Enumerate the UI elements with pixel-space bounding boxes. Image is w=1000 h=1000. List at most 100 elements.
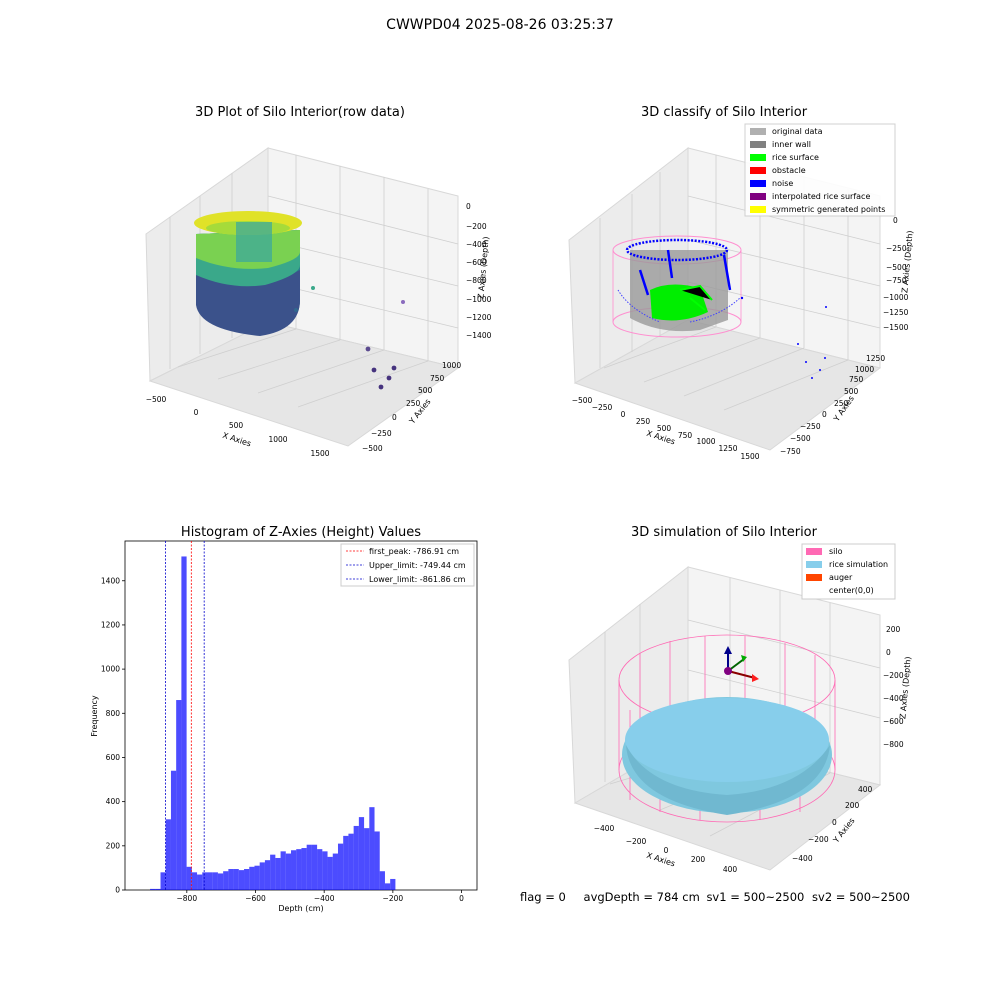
histogram-bar	[327, 856, 333, 890]
svg-text:200: 200	[886, 625, 901, 634]
classify-z-ticks: 0 −250 −500 −750 −1000 −1250 −1500	[883, 216, 909, 332]
histogram-bar	[191, 872, 198, 890]
legend-label: Lower_limit: -861.86 cm	[369, 575, 466, 584]
x-tick-label: −600	[245, 894, 266, 903]
histogram-bar	[311, 844, 318, 890]
svg-text:750: 750	[430, 374, 445, 383]
svg-text:−1200: −1200	[466, 313, 492, 322]
svg-text:400: 400	[858, 785, 873, 794]
flag-text: flag = 0	[520, 890, 566, 904]
histogram-panel: Histogram of Z-Axies (Height) Values −80…	[90, 525, 478, 913]
svg-text:0: 0	[886, 648, 891, 657]
svg-text:0: 0	[466, 202, 471, 211]
svg-text:750: 750	[678, 431, 693, 440]
legend-swatch	[750, 206, 766, 213]
histogram-bar	[275, 857, 281, 890]
svg-text:−400: −400	[594, 824, 615, 833]
histogram-bar	[249, 866, 255, 890]
histogram-y-label: Frequency	[90, 695, 99, 737]
svg-text:0: 0	[832, 818, 837, 827]
legend-swatch	[750, 154, 766, 161]
svg-text:−1500: −1500	[883, 323, 909, 332]
svg-text:−750: −750	[886, 276, 907, 285]
histogram-bar	[170, 770, 177, 890]
raw-x-ticks: −500 0 500 1000 1500	[146, 395, 330, 458]
svg-text:−500: −500	[790, 434, 811, 443]
simulation-3d-panel: 3D simulation of Silo Interior	[568, 525, 913, 874]
svg-text:250: 250	[406, 399, 421, 408]
histogram-bar	[301, 848, 307, 890]
legend-swatch	[750, 167, 766, 174]
svg-text:1000: 1000	[442, 361, 461, 370]
simulation-x-ticks: −400 −200 0 200 400	[594, 824, 738, 874]
histogram-bar	[197, 874, 203, 890]
svg-text:1500: 1500	[740, 452, 759, 461]
figure-title: CWWPD04 2025-08-26 03:25:37	[386, 17, 614, 33]
histogram-bar	[296, 849, 302, 890]
sim-auger-arrows	[724, 646, 759, 682]
svg-text:−200: −200	[808, 835, 829, 844]
histogram-bar	[390, 878, 396, 890]
histogram-bar	[238, 870, 245, 890]
raw-z-ticks: 0 −200 −400 −600 −800 −1000 −1200 −1400	[466, 202, 492, 340]
histogram-bar	[322, 851, 328, 890]
legend-label: silo	[829, 547, 843, 556]
y-tick-label: 400	[106, 797, 121, 806]
histogram-bar	[176, 700, 182, 890]
y-tick-label: 0	[115, 886, 120, 895]
legend-swatch	[806, 561, 822, 568]
y-tick-label: 600	[106, 753, 121, 762]
histogram-bar	[181, 556, 187, 890]
histogram-legend: first_peak: -786.91 cm Upper_limit: -749…	[340, 543, 475, 587]
histogram-bar	[270, 854, 276, 890]
histogram-bar	[202, 872, 208, 890]
svg-text:−750: −750	[780, 447, 801, 456]
svg-text:−250: −250	[592, 403, 613, 412]
histogram-bar	[186, 866, 192, 890]
simulation-x-label: X Axies	[645, 851, 676, 869]
histogram-bar	[160, 872, 166, 890]
svg-text:−250: −250	[886, 244, 907, 253]
classify-3d-panel: 3D classify of Silo Interior original da…	[568, 105, 915, 461]
svg-text:−500: −500	[572, 396, 593, 405]
legend-swatch	[806, 548, 822, 555]
svg-text:−400: −400	[466, 240, 487, 249]
histogram-bar	[259, 862, 265, 890]
histogram-bar	[228, 869, 234, 890]
histogram-bar	[212, 872, 218, 890]
svg-text:−1000: −1000	[466, 295, 492, 304]
histogram-bar	[369, 807, 375, 890]
svg-text:−200: −200	[883, 671, 904, 680]
svg-text:0: 0	[194, 408, 199, 417]
classify-z-label: Z Axies (Depth)	[900, 230, 914, 293]
svg-text:−500: −500	[886, 263, 907, 272]
raw-x-label: X Axies	[221, 431, 252, 449]
classify-y-ticks: −750 −500 −250 0 250 500 750 1000 1250	[780, 354, 885, 456]
histogram-x-label: Depth (cm)	[278, 904, 323, 913]
classify-x-ticks: −500 −250 0 250 500 750 1000 1250 1500	[572, 396, 760, 461]
svg-text:200: 200	[845, 801, 860, 810]
legend-label: inner wall	[772, 140, 811, 149]
svg-text:0: 0	[392, 413, 397, 422]
svg-text:−600: −600	[466, 258, 487, 267]
legend-label: first_peak: -786.91 cm	[369, 547, 459, 556]
x-tick-label: −200	[383, 894, 404, 903]
histogram-bar	[207, 872, 213, 890]
y-tick-label: 200	[106, 841, 121, 850]
legend-label: auger	[829, 573, 853, 582]
legend-swatch	[806, 574, 822, 581]
raw-floor-pane	[148, 321, 460, 447]
classify-panel-title: 3D classify of Silo Interior	[641, 105, 808, 120]
sv1-text: sv1 = 500~2500	[706, 890, 805, 904]
svg-text:500: 500	[657, 424, 672, 433]
svg-text:750: 750	[849, 375, 864, 384]
x-tick-label: 0	[459, 894, 464, 903]
histogram-bar	[254, 865, 260, 890]
svg-text:−200: −200	[466, 222, 487, 231]
histogram-bar	[285, 853, 292, 890]
histogram-bar	[337, 843, 344, 890]
svg-text:400: 400	[723, 865, 738, 874]
svg-text:−200: −200	[626, 837, 647, 846]
svg-text:−800: −800	[883, 740, 904, 749]
histogram-bar	[353, 825, 359, 890]
